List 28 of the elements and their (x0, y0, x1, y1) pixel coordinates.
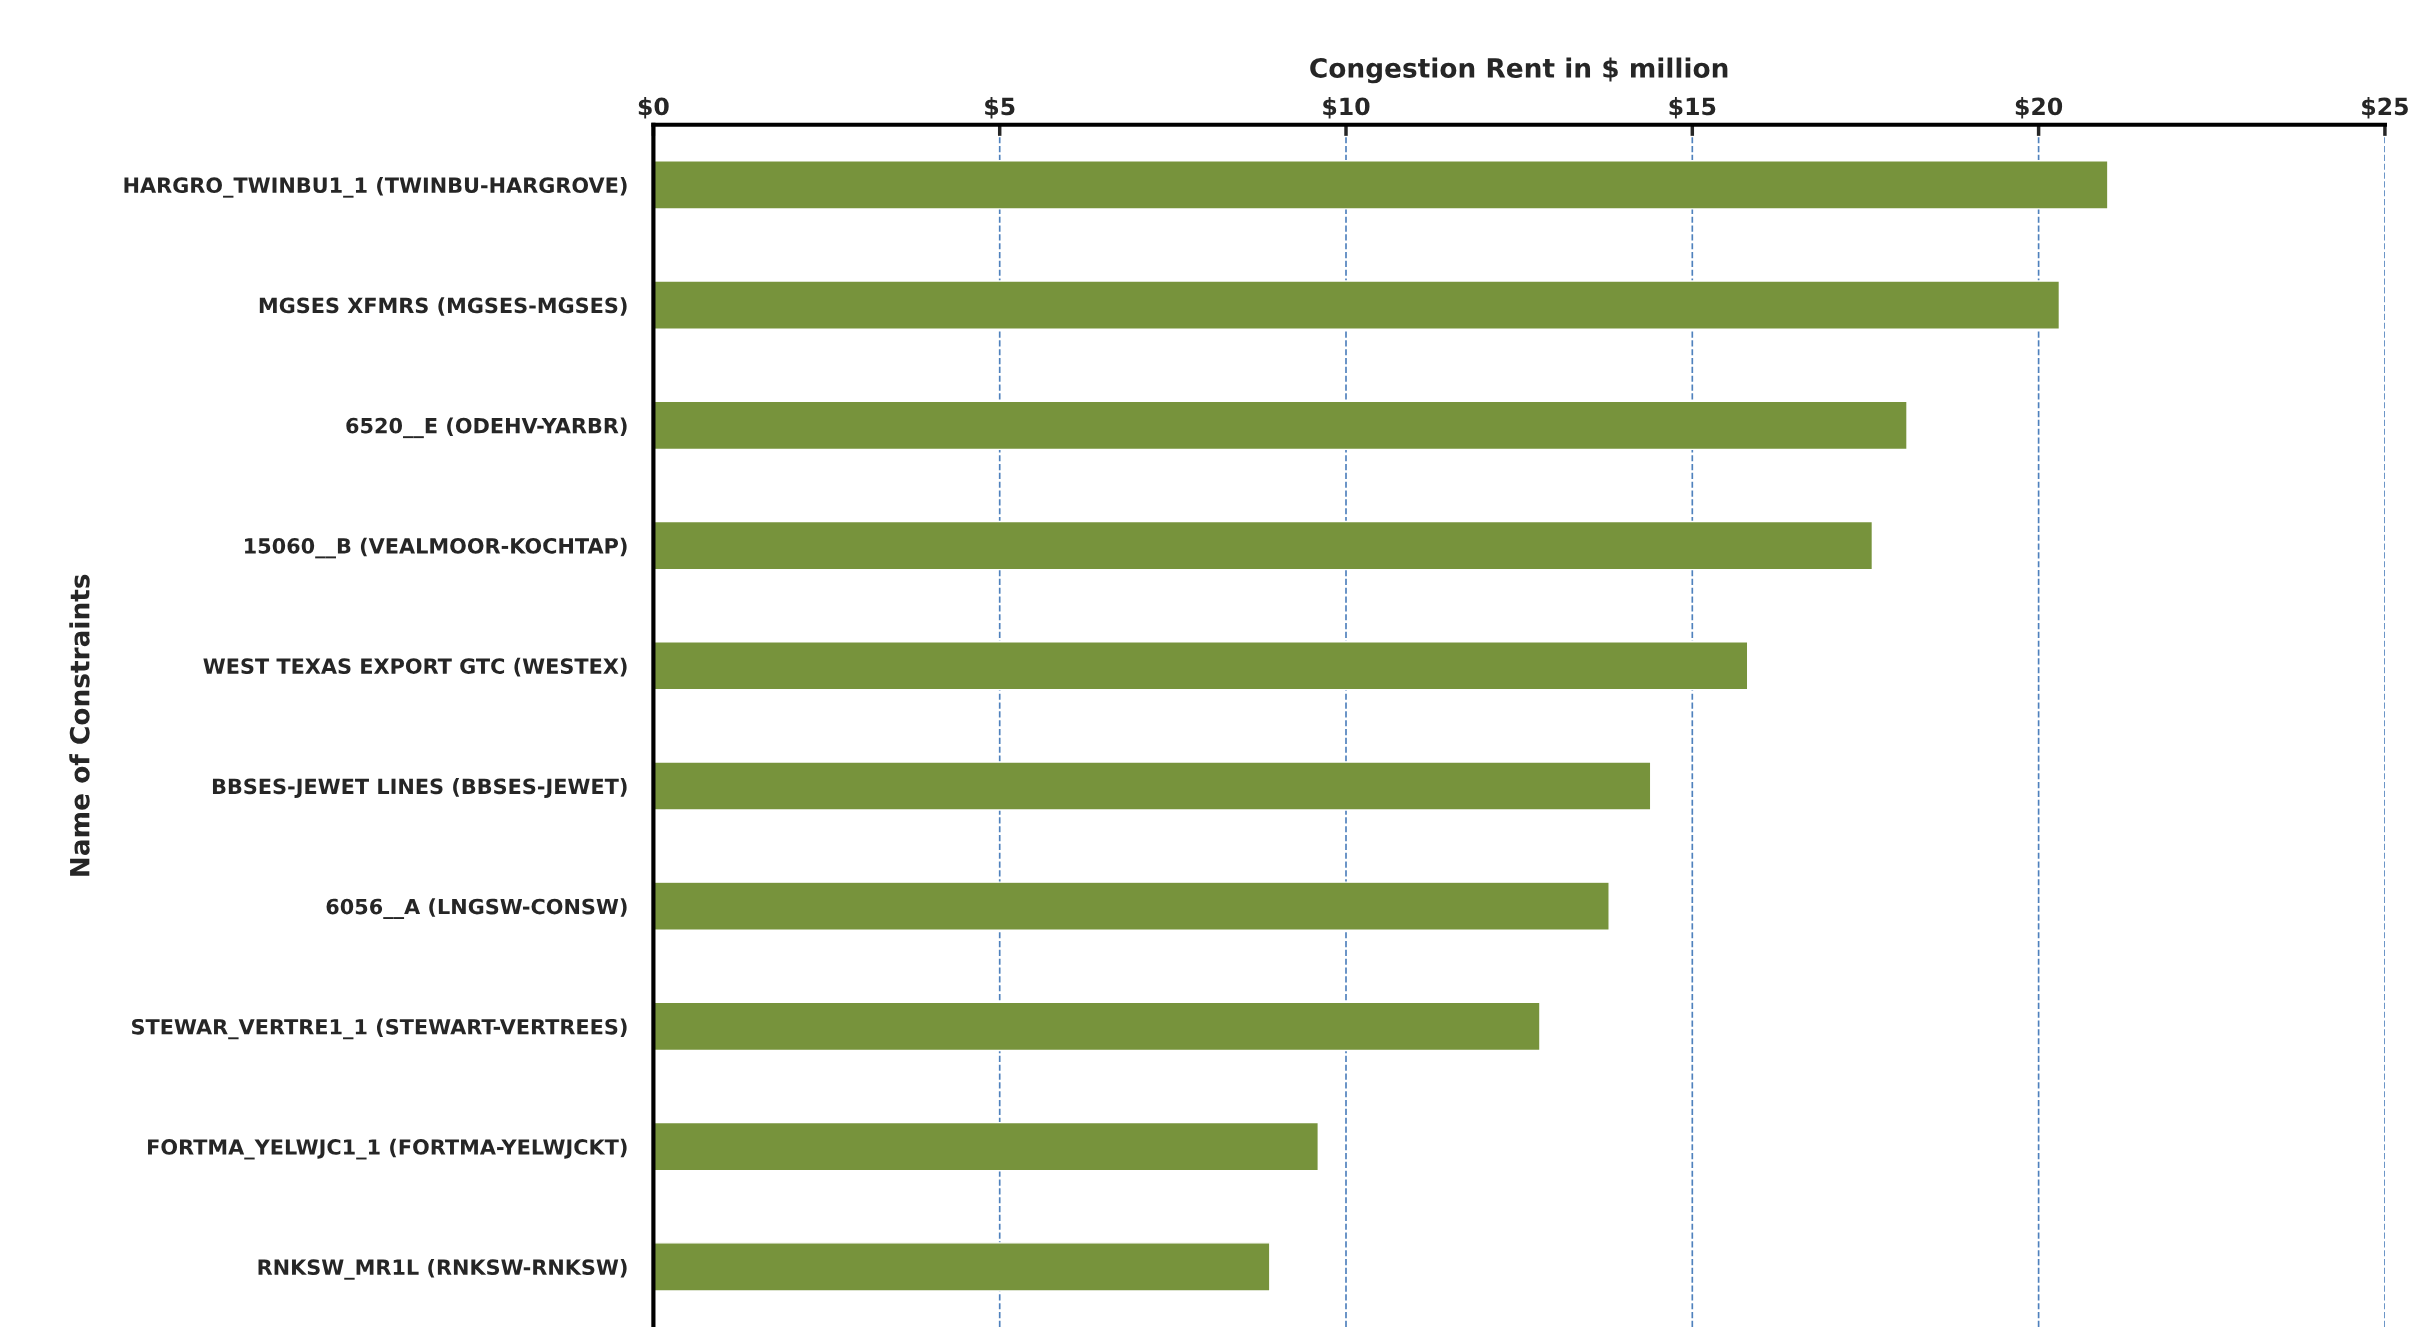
x-tick-label: $5 (985, 97, 1015, 119)
x-tick-label: $25 (2362, 97, 2408, 119)
y-tick-label: HARGRO_TWINBU1_1 (TWINBU-HARGROVE) (124, 176, 627, 198)
x-axis-title: Congestion Rent in $ million (1310, 57, 1728, 84)
y-tick-label: WEST TEXAS EXPORT GTC (WESTEX) (203, 657, 627, 677)
y-tick-label: BBSES-JEWET LINES (BBSES-JEWET) (212, 778, 627, 799)
y-tick-label: 6056__A (LNGSW-CONSW) (326, 898, 627, 920)
y-tick-label: 15060__B (VEALMOOR-KOCHTAP) (245, 537, 627, 559)
bar (653, 761, 1652, 811)
y-tick-label: STEWAR_VERTRE1_1 (STEWART-VERTREES) (132, 1018, 627, 1040)
bar (653, 520, 1874, 571)
y-tick-label: FORTMA_YELWJC1_1 (FORTMA-YELWJCKT) (148, 1138, 627, 1160)
y-tick-label: 6520__E (ODEHV-YARBR) (346, 417, 627, 439)
x-tick-label: $15 (1669, 97, 1716, 119)
bar (653, 1001, 1541, 1052)
bar (653, 160, 2109, 210)
y-tick-label: RNKSW_MR1L (RNKSW-RNKSW) (258, 1258, 627, 1280)
bar (653, 1242, 1271, 1292)
bar (653, 881, 1610, 931)
x-tick-label: $10 (1323, 97, 1370, 119)
y-tick-label: MGSES XFMRS (MGSES-MGSES) (259, 297, 627, 316)
y-axis-title: Name of Constraints (69, 574, 90, 876)
bar (653, 1121, 1319, 1172)
x-tick-label: $20 (2015, 97, 2063, 119)
bar (653, 280, 2061, 330)
x-tick-label: $0 (638, 97, 669, 119)
bar (653, 400, 1908, 451)
bar (653, 641, 1749, 691)
